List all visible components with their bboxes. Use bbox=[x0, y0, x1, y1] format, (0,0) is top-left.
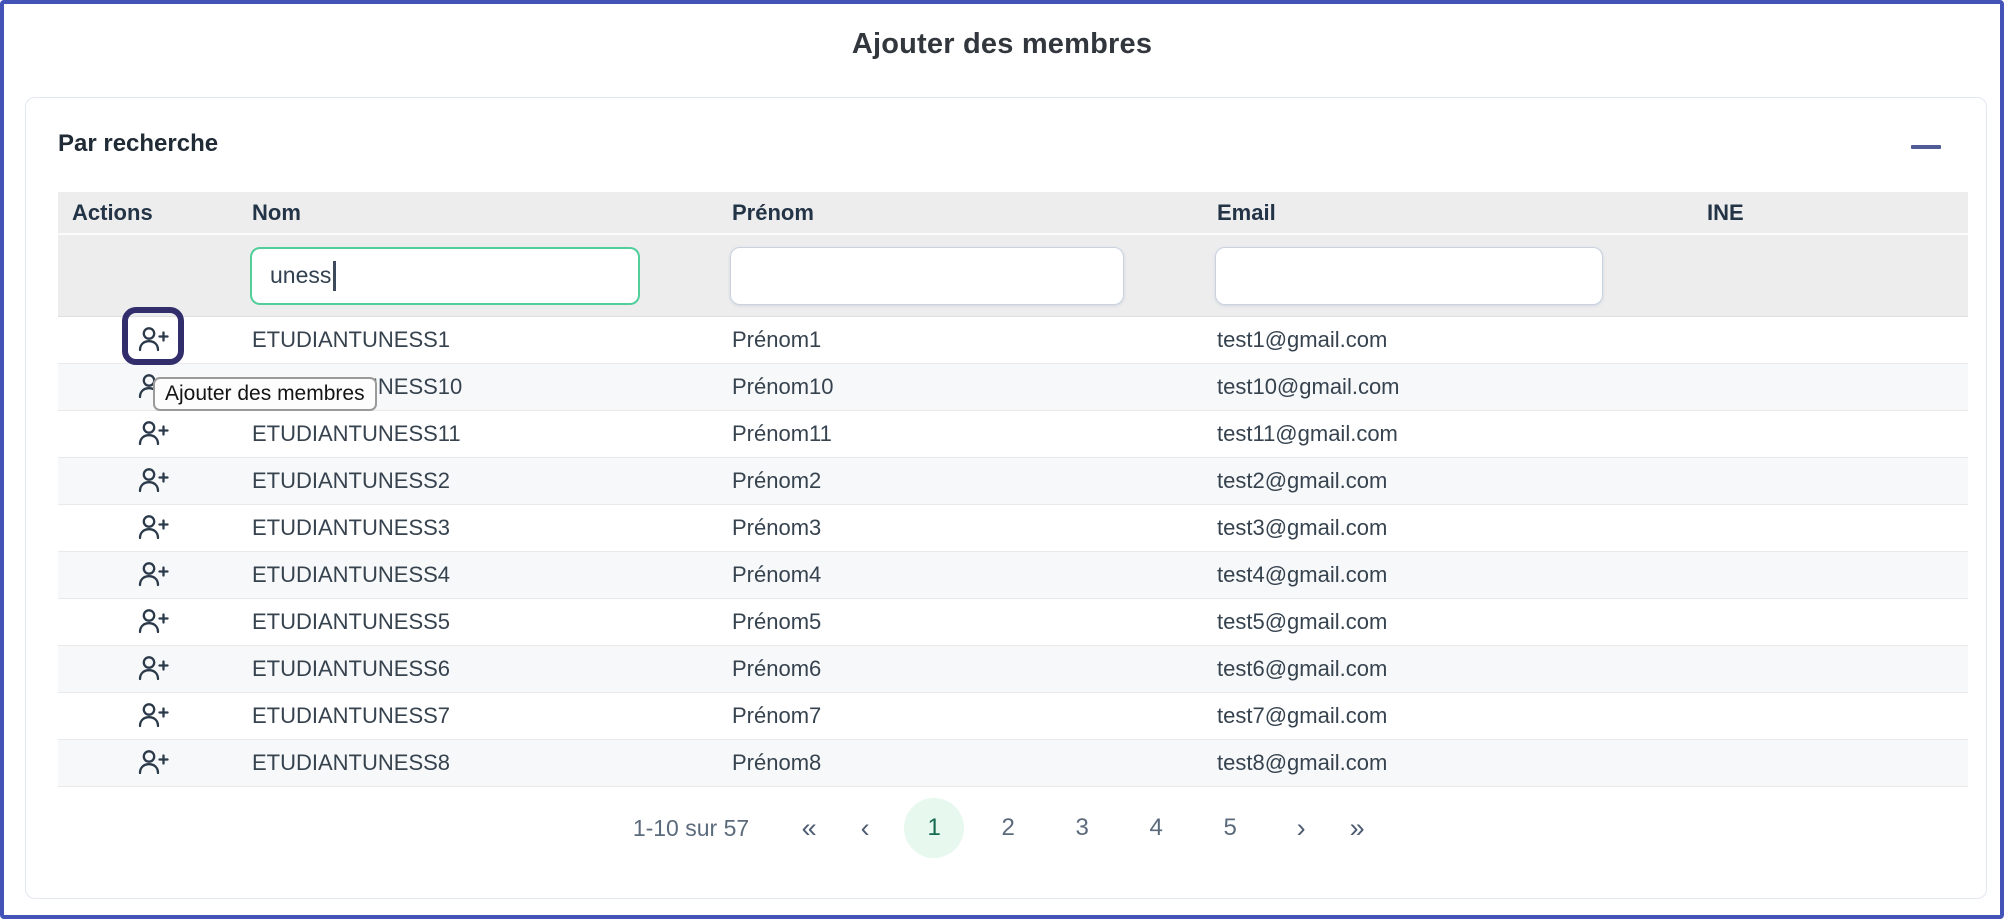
cell-prenom: Prénom2 bbox=[732, 468, 822, 493]
table-row: ETUDIANTUNESS11 Prénom11 test11@gmail.co… bbox=[58, 411, 1968, 458]
cell-email: test7@gmail.com bbox=[1217, 703, 1388, 728]
members-table: Actions Nom Prénom Email INE uness bbox=[58, 192, 1968, 787]
cell-prenom: Prénom7 bbox=[732, 703, 822, 728]
previous-page-button[interactable]: ‹ bbox=[841, 798, 887, 858]
cell-nom: ETUDIANTUNESS7 bbox=[252, 703, 451, 728]
add-member-button[interactable] bbox=[136, 464, 170, 498]
page-button-3[interactable]: 3 bbox=[1052, 798, 1112, 858]
table-header-row: Actions Nom Prénom Email INE bbox=[58, 192, 1968, 235]
add-member-button[interactable] bbox=[136, 746, 170, 780]
person-add-icon bbox=[138, 421, 169, 446]
page-title: Ajouter des membres bbox=[851, 28, 1153, 60]
page-button-5[interactable]: 5 bbox=[1200, 798, 1260, 858]
table-row: ETUDIANTUNESS5 Prénom5 test5@gmail.com bbox=[58, 599, 1968, 646]
column-header-prenom: Prénom bbox=[732, 199, 814, 225]
table-row: ETUDIANTUNESS3 Prénom3 test3@gmail.com bbox=[58, 505, 1968, 552]
cell-nom: ETUDIANTUNESS2 bbox=[252, 468, 451, 493]
cell-email: test8@gmail.com bbox=[1217, 750, 1388, 775]
cell-nom: ETUDIANTUNESS6 bbox=[252, 656, 451, 681]
cell-email: test4@gmail.com bbox=[1217, 562, 1388, 587]
person-add-icon bbox=[138, 562, 169, 587]
add-member-button[interactable] bbox=[136, 323, 170, 357]
section-title: Par recherche bbox=[58, 130, 219, 157]
add-member-button[interactable] bbox=[136, 417, 170, 451]
cell-email: test2@gmail.com bbox=[1217, 468, 1388, 493]
cell-email: test6@gmail.com bbox=[1217, 656, 1388, 681]
cell-email: test5@gmail.com bbox=[1217, 609, 1388, 634]
table-filter-row: uness bbox=[58, 235, 1968, 317]
cell-nom: ETUDIANTUNESS1 bbox=[252, 327, 451, 352]
nom-filter-input[interactable]: uness bbox=[250, 246, 640, 305]
table-row: ETUDIANTUNESS1 Prénom1 test1@gmail.com bbox=[58, 317, 1968, 364]
nom-filter-value: uness bbox=[270, 262, 332, 288]
person-add-icon bbox=[138, 327, 169, 352]
cell-prenom: Prénom6 bbox=[732, 656, 822, 681]
cell-prenom: Prénom10 bbox=[732, 374, 834, 399]
first-page-button[interactable]: « bbox=[785, 798, 831, 858]
add-member-button[interactable] bbox=[136, 699, 170, 733]
person-add-icon bbox=[138, 468, 169, 493]
person-add-icon bbox=[138, 515, 169, 540]
add-member-button[interactable] bbox=[136, 652, 170, 686]
person-add-icon bbox=[138, 750, 169, 775]
cell-prenom: Prénom1 bbox=[732, 327, 822, 352]
cell-email: test3@gmail.com bbox=[1217, 515, 1388, 540]
cell-nom: ETUDIANTUNESS5 bbox=[252, 609, 451, 634]
email-filter-input[interactable] bbox=[1215, 246, 1603, 305]
table-row: ETUDIANTUNESS7 Prénom7 test7@gmail.com bbox=[58, 693, 1968, 740]
tooltip-text: Ajouter des membres bbox=[165, 382, 365, 405]
table-row: ETUDIANTUNESS4 Prénom4 test4@gmail.com bbox=[58, 552, 1968, 599]
cell-email: test1@gmail.com bbox=[1217, 327, 1388, 352]
cell-prenom: Prénom5 bbox=[732, 609, 822, 634]
minus-icon bbox=[1911, 145, 1941, 149]
table-row: ETUDIANTUNESS8 Prénom8 test8@gmail.com bbox=[58, 740, 1968, 787]
cell-nom: ETUDIANTUNESS3 bbox=[252, 515, 451, 540]
cell-nom: ETUDIANTUNESS11 bbox=[252, 421, 461, 446]
cell-email: test11@gmail.com bbox=[1217, 421, 1398, 446]
table-row: ETUDIANTUNESS2 Prénom2 test2@gmail.com bbox=[58, 458, 1968, 505]
search-panel: Par recherche Actions Nom Prénom Email I… bbox=[25, 97, 1987, 899]
column-header-nom: Nom bbox=[252, 199, 301, 225]
column-header-email: Email bbox=[1217, 199, 1276, 225]
last-page-button[interactable]: » bbox=[1333, 798, 1379, 858]
add-member-button[interactable] bbox=[136, 558, 170, 592]
collapse-panel-button[interactable] bbox=[1904, 134, 1948, 160]
pagination-range-label: 1-10 sur 57 bbox=[632, 814, 750, 841]
page-button-4[interactable]: 4 bbox=[1126, 798, 1186, 858]
cell-email: test10@gmail.com bbox=[1217, 374, 1400, 399]
cell-nom: ETUDIANTUNESS4 bbox=[252, 562, 451, 587]
person-add-icon bbox=[138, 656, 169, 681]
column-header-ine: INE bbox=[1707, 199, 1744, 225]
tooltip: Ajouter des membres bbox=[153, 377, 377, 411]
page-button-2[interactable]: 2 bbox=[978, 798, 1038, 858]
table-row: ETUDIANTUNESS6 Prénom6 test6@gmail.com bbox=[58, 646, 1968, 693]
page-button-1[interactable]: 1 bbox=[904, 798, 965, 858]
person-add-icon bbox=[138, 703, 169, 728]
text-caret bbox=[333, 260, 336, 291]
cell-prenom: Prénom4 bbox=[732, 562, 822, 587]
add-member-button[interactable] bbox=[136, 605, 170, 639]
cell-prenom: Prénom8 bbox=[732, 750, 822, 775]
add-member-button[interactable] bbox=[136, 511, 170, 545]
next-page-button[interactable]: › bbox=[1277, 798, 1323, 858]
column-header-actions: Actions bbox=[72, 199, 153, 225]
prenom-filter-input[interactable] bbox=[730, 246, 1124, 305]
person-add-icon bbox=[138, 609, 169, 634]
cell-nom: ETUDIANTUNESS8 bbox=[252, 750, 451, 775]
cell-prenom: Prénom3 bbox=[732, 515, 822, 540]
cell-prenom: Prénom11 bbox=[732, 421, 832, 446]
